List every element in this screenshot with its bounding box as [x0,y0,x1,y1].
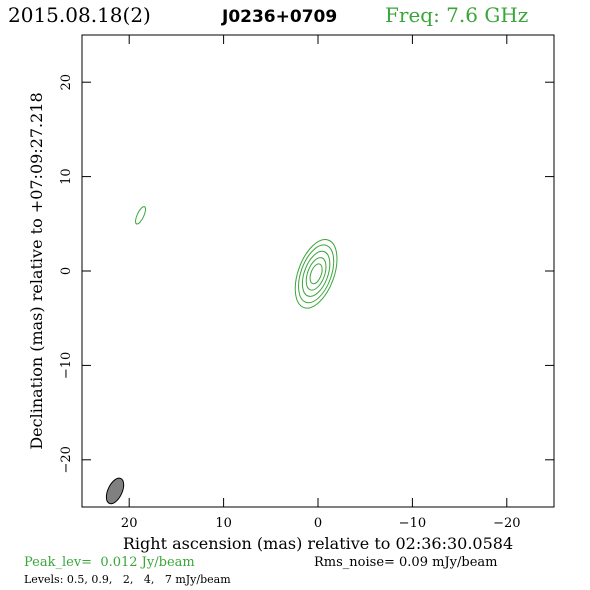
rms-noise: Rms_noise= 0.09 mJy/beam [314,555,497,570]
y-tick-label: 20 [59,74,74,91]
y-tick-label: 0 [59,267,74,275]
plot-frame [81,34,555,508]
y-tick-label: 10 [59,168,74,185]
contour-layer [135,206,338,309]
x-tick-label: 20 [121,516,138,531]
x-axis-label: Right ascension (mas) relative to 02:36:… [123,534,513,553]
core-contour [301,250,331,297]
x-tick-label: −10 [399,516,426,531]
secondary-contour [135,206,147,225]
contour-levels: Levels: 0.5, 0.9, 2, 4, 7 mJy/beam [24,573,231,586]
x-tick-label: 0 [314,516,322,531]
beam-ellipse [105,477,125,505]
core-contour [309,263,323,285]
y-tick-label: −20 [59,446,74,473]
core-contour [294,239,338,309]
core-contour [305,257,327,291]
source-name: J0236+0709 [221,7,337,27]
peak-level: Peak_lev= 0.012 Jy/beam [24,555,195,570]
y-tick-label: −10 [59,352,74,379]
frequency-label: Freq: 7.6 GHz [385,3,528,27]
observation-date: 2015.08.18(2) [8,3,151,27]
x-tick-label: 10 [215,516,232,531]
beam-layer [105,477,125,505]
axis-ticks: 20 10 0 −10 −20 −20 −10 0 10 20 [59,35,554,531]
y-axis-label: Declination (mas) relative to +07:09:27.… [27,92,46,449]
x-tick-label: −20 [493,516,520,531]
core-contour [298,244,335,304]
